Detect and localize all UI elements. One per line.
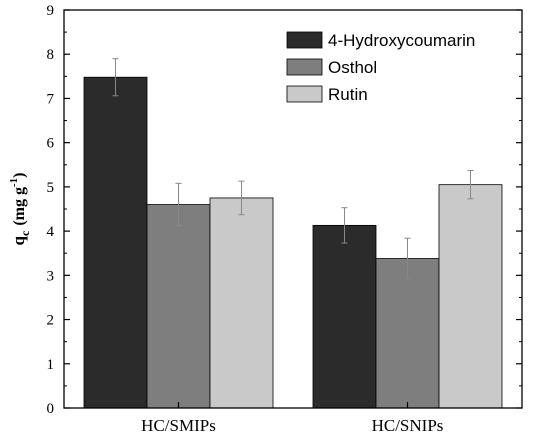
y-axis-title: qc (mg g-1) [8, 173, 32, 246]
y-axis-title-units: (mg g [11, 187, 28, 226]
y-tick-label: 6 [47, 136, 55, 152]
legend-label: Osthol [328, 58, 377, 77]
y-tick-label: 2 [47, 313, 55, 329]
error-bars-layer [112, 58, 474, 280]
y-tick-label: 4 [47, 224, 55, 240]
y-tick-label: 5 [47, 180, 55, 196]
y-tick-label: 0 [47, 401, 55, 417]
y-tick-label: 9 [47, 3, 55, 19]
legend-swatch [286, 31, 323, 49]
x-tick-label: HC/SNIPs [372, 416, 444, 435]
bar [438, 184, 503, 409]
legend-label: 4-Hydroxycoumarin [328, 31, 475, 50]
y-tick-label: 3 [47, 268, 55, 284]
y-axis-title-superscript: -1 [8, 178, 20, 187]
legend: 4-Hydroxycoumarin Osthol Rutin [286, 31, 475, 104]
y-axis-title-close: ) [11, 173, 28, 178]
y-axis: 0 1 2 3 4 5 6 7 8 9 [47, 3, 522, 417]
bars-layer [83, 76, 503, 409]
y-tick-label: 8 [47, 47, 55, 63]
bar [312, 224, 377, 409]
bar [375, 258, 440, 409]
y-axis-title-subscript: c [18, 230, 32, 236]
legend-label: Rutin [328, 85, 368, 104]
bar [209, 197, 274, 409]
legend-swatch [286, 58, 323, 76]
y-axis-title-base: q [9, 235, 28, 245]
bar [146, 204, 211, 409]
svg-text:qc(mg g-1): qc (mg g-1) [8, 173, 32, 246]
x-tick-label: HC/SMIPs [141, 416, 216, 435]
bar [83, 76, 148, 409]
y-tick-label: 7 [47, 91, 55, 107]
y-tick-label: 1 [47, 357, 55, 373]
legend-swatch [286, 85, 323, 103]
x-axis: HC/SMIPs HC/SNIPs [141, 402, 443, 435]
